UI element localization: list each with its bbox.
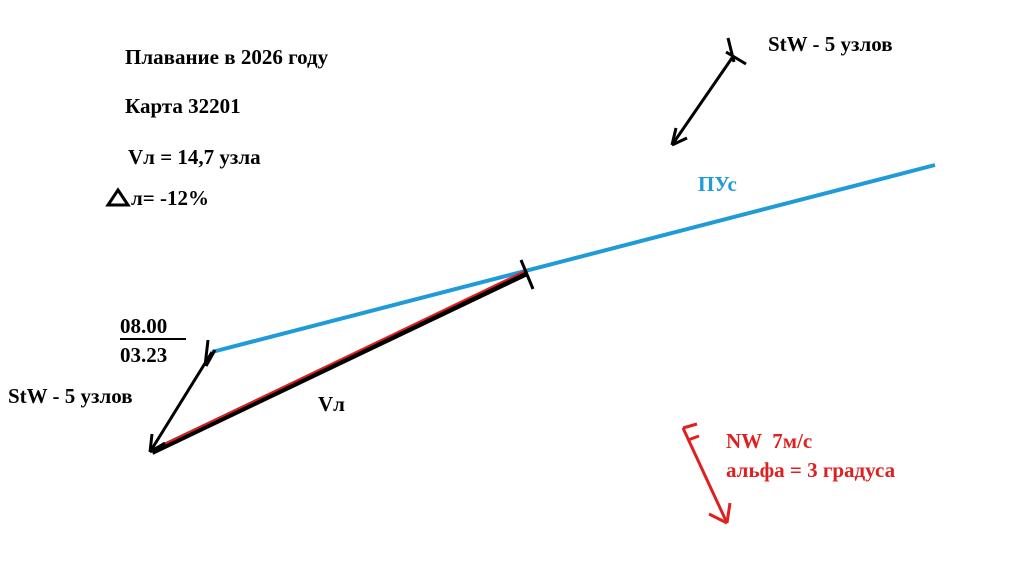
wind-arrow bbox=[681, 422, 732, 525]
speed-vector bbox=[150, 270, 529, 455]
position-tick bbox=[519, 259, 535, 290]
drift: л= -12% bbox=[131, 186, 209, 210]
current-arrow-top bbox=[670, 37, 747, 147]
course-label: ПУс bbox=[698, 172, 737, 196]
speed: Vл = 14,7 узла bbox=[128, 145, 261, 169]
current-label-top: StW - 5 узлов bbox=[768, 32, 893, 56]
wind-label: NW 7м/с bbox=[726, 429, 812, 453]
course-line bbox=[211, 163, 936, 354]
delta-symbol bbox=[105, 187, 131, 207]
title: Плавание в 2026 году bbox=[125, 45, 329, 69]
current-label-left: StW - 5 узлов bbox=[8, 384, 133, 408]
log-reading: 03.23 bbox=[120, 343, 167, 367]
time: 08.00 bbox=[120, 314, 167, 338]
speed-vector-red bbox=[151, 269, 528, 451]
speed-vector-label: Vл bbox=[318, 392, 345, 416]
chart-number: Карта 32201 bbox=[125, 94, 241, 118]
leeway-label: альфа = 3 градуса bbox=[726, 458, 896, 482]
current-arrow-left bbox=[148, 339, 217, 454]
